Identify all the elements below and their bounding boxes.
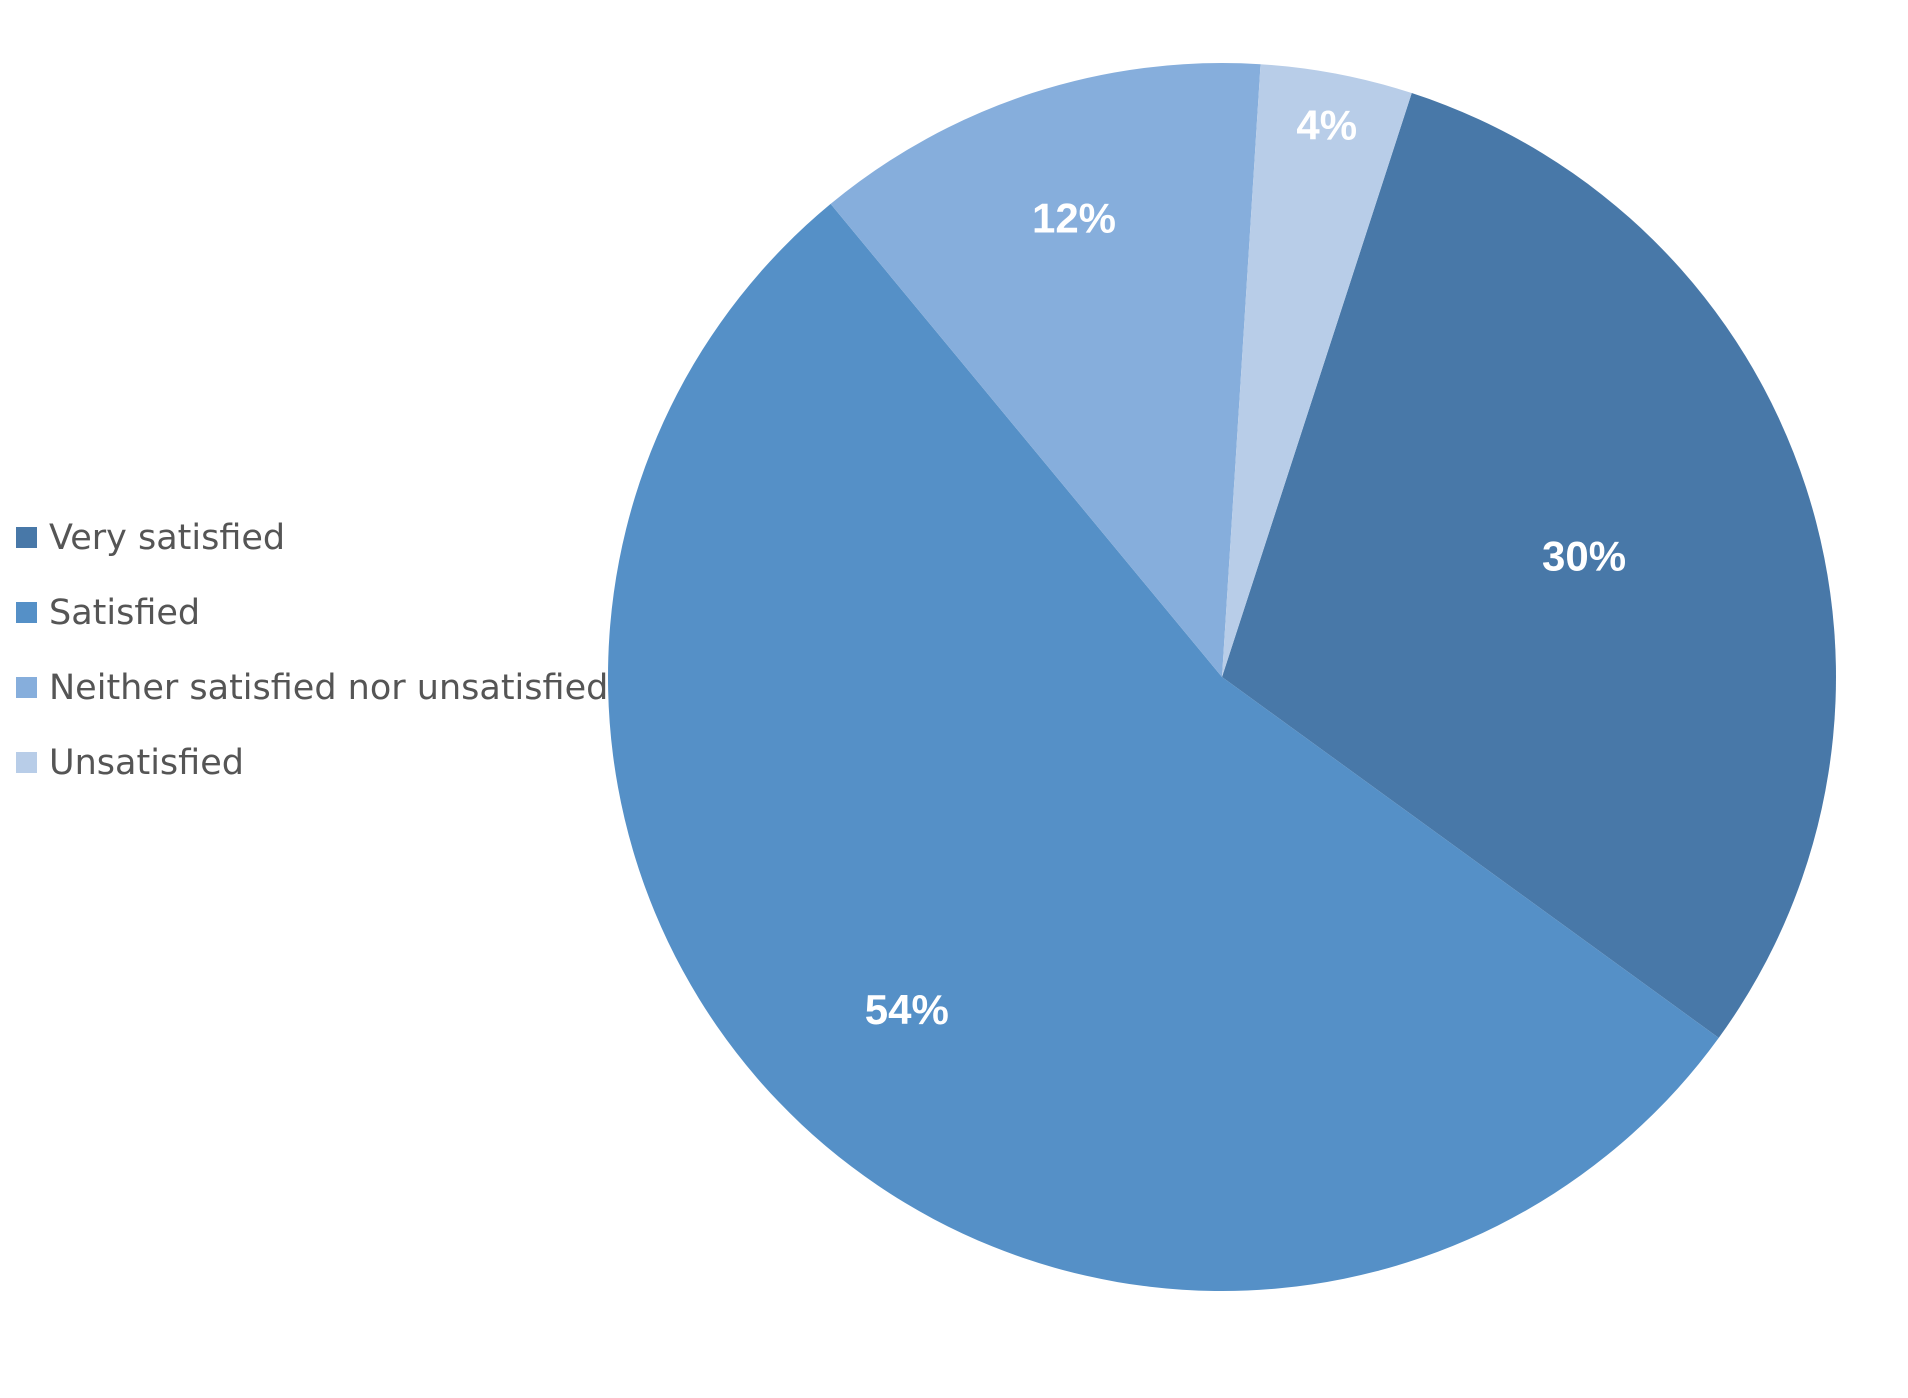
legend-label: Satisfied <box>49 592 201 633</box>
pie-slices <box>607 63 1836 1291</box>
legend-swatch <box>16 527 37 548</box>
chart-legend: Very satisfied Satisfied Neither satisfied… <box>16 500 608 800</box>
legend-label: Very satisfied <box>49 517 286 558</box>
legend-swatch <box>16 677 37 698</box>
legend-label: Neither satisfied nor unsatisfied <box>49 667 609 708</box>
pie-slice-neither-satisfied-nor-unsatisfied <box>830 63 1261 678</box>
data-label-neither-satisfied-nor-unsatisfied: 12% <box>1032 195 1116 242</box>
pie-slice-very-satisfied <box>1222 93 1836 1038</box>
pie-data-labels: 30% 54% 12% 4% <box>865 101 1626 1033</box>
legend-label: Unsatisfied <box>49 742 244 783</box>
pie-slice-unsatisfied <box>1222 64 1412 677</box>
data-label-unsatisfied: 4% <box>1296 101 1357 148</box>
legend-item-very-satisfied: Very satisfied <box>16 500 608 575</box>
legend-swatch <box>16 752 37 773</box>
legend-item-neither-satisfied-nor-unsatisfied: Neither satisfied nor unsatisfied <box>16 650 608 725</box>
legend-item-satisfied: Satisfied <box>16 575 608 650</box>
legend-swatch <box>16 602 37 623</box>
legend-item-unsatisfied: Unsatisfied <box>16 725 608 800</box>
data-label-very-satisfied: 30% <box>1542 532 1626 579</box>
pie-slice-satisfied <box>607 203 1719 1291</box>
data-label-satisfied: 54% <box>865 986 949 1033</box>
